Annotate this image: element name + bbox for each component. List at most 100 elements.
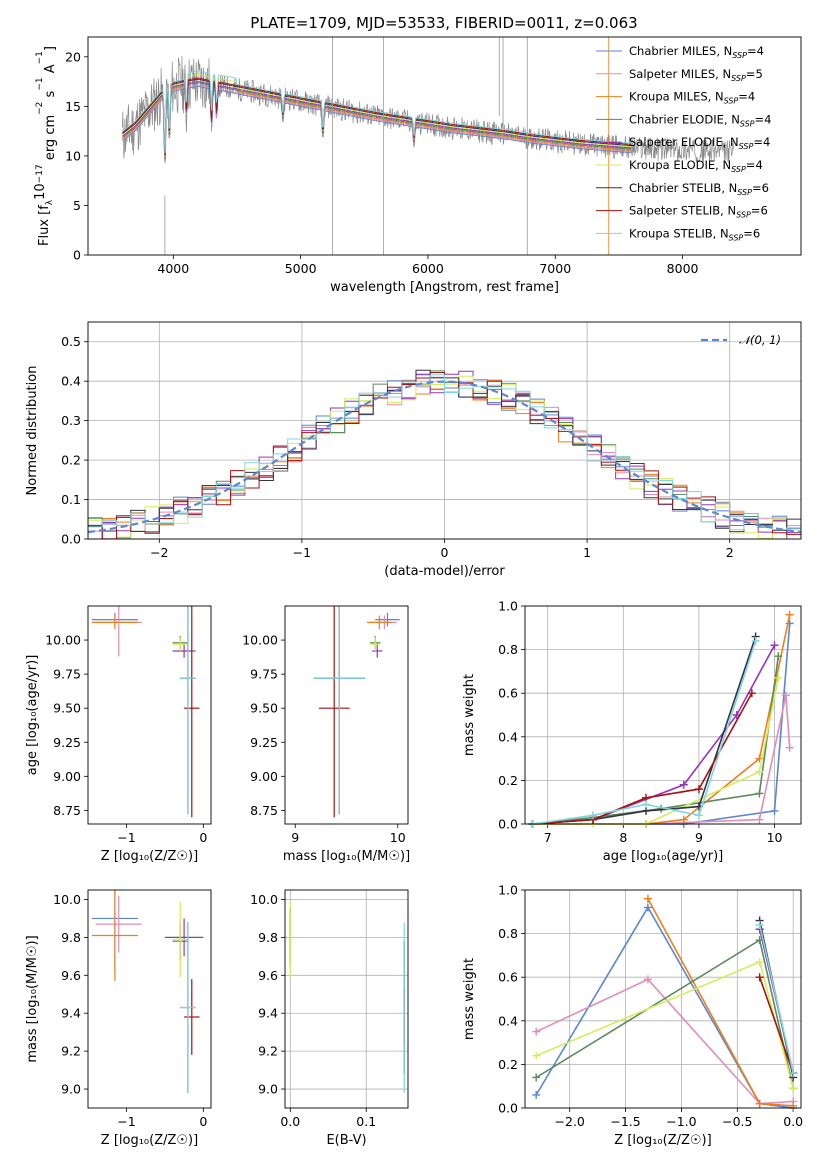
weight-marker — [751, 636, 760, 645]
legend-nssp-label: N — [715, 90, 724, 104]
weight-marker — [694, 785, 703, 794]
spectrum-model-line — [122, 70, 632, 154]
y-axis-label-part: −1 — [35, 51, 45, 64]
weight-marker — [643, 975, 652, 984]
x-axis-label: Z [log₁₀(Z/Z☉)] — [101, 849, 198, 864]
legend-entry: Salpeter MILES, NSSP=5 — [629, 67, 763, 83]
x-axis-label: wavelength [Angstrom, rest frame] — [330, 280, 559, 295]
x-tick-label: 8 — [619, 830, 627, 845]
weight-line — [532, 640, 757, 825]
x-tick-label: 0.0 — [280, 1114, 300, 1129]
histogram-step — [88, 374, 801, 539]
weight-line — [532, 677, 780, 825]
x-axis-label: Z [log₁₀(Z/Z☉)] — [101, 1133, 198, 1148]
y-tick-label: 8.75 — [250, 803, 278, 818]
weight-vs-age-panel: 7 8 9 10 0.0 0.2 0.4 0.6 0.8 1.0 age [log₁₀(age/yr… — [462, 599, 802, 864]
y-tick-label: 0.4 — [498, 729, 518, 744]
y-tick-label: 10.0 — [250, 892, 278, 907]
y-tick-label: 8.75 — [53, 803, 81, 818]
legend-nssp-label: N — [731, 112, 740, 126]
y-tick-label: 20 — [65, 49, 81, 64]
mass-vs-ebv-panel: 0.0 0.1 9.0 9.2 9.4 9.6 9.8 10.0 E(B-V) — [250, 889, 409, 1148]
legend-nssp-label: N — [720, 226, 729, 240]
legend-entry: Kroupa MILES, NSSP=4 — [629, 90, 755, 106]
weight-marker — [679, 815, 688, 824]
legend-entry: Chabrier STELIB, NSSP=6 — [629, 181, 769, 197]
y-tick-label: 9.75 — [53, 667, 81, 682]
y-axis-label-part: s — [43, 90, 58, 101]
y-tick-label: 9.25 — [53, 735, 81, 750]
legend-sep: , — [716, 44, 723, 58]
x-tick-label: 8000 — [667, 261, 699, 276]
legend-nssp-value: 6 — [753, 226, 760, 240]
legend-sep: , — [713, 226, 720, 240]
figure-title: PLATE=1709, MJD=53533, FIBERID=0011, z=0… — [250, 14, 637, 32]
y-axis-label-part: A — [43, 64, 58, 77]
legend-nssp-value: 6 — [760, 204, 767, 218]
weight-marker — [532, 1027, 541, 1036]
y-axis-label: mass weight — [462, 674, 477, 756]
x-axis-label: Z [log₁₀(Z/Z☉)] — [614, 1133, 711, 1148]
y-axis-label: age [log₁₀(age/yr)] — [25, 655, 40, 776]
weight-marker — [770, 641, 779, 650]
legend-sep: , — [715, 158, 722, 172]
legend-eq: = — [738, 90, 748, 104]
legend-nssp-value: 6 — [762, 181, 769, 195]
legend-sep: , — [723, 135, 730, 149]
weight-vs-z-panel: −2.0 −1.5 −1.0 −0.5 0.0 0.0 0.2 0.4 0.6 0.8 1.0 Z [… — [462, 883, 803, 1149]
y-tick-label: 9.4 — [61, 1006, 81, 1021]
plot-frame — [87, 889, 212, 1109]
legend-sep: , — [724, 112, 731, 126]
weight-marker — [643, 894, 652, 903]
legend-nssp-label: N — [729, 181, 738, 195]
x-tick-label: −1.0 — [666, 1114, 696, 1129]
y-tick-label: 9.4 — [258, 1006, 278, 1021]
weight-marker — [755, 767, 764, 776]
y-tick-label: 9.6 — [258, 968, 278, 983]
weight-marker — [755, 1099, 764, 1108]
y-tick-label: 0.8 — [498, 926, 518, 941]
legend-nssp-sub: SSP — [732, 51, 747, 60]
legend-name: Salpeter STELIB — [629, 204, 720, 218]
y-tick-label: 9.8 — [258, 930, 278, 945]
y-axis-label-part: λ — [45, 199, 55, 205]
y-axis-label-part: −17 — [35, 164, 45, 183]
y-tick-label: 0.1 — [61, 492, 81, 507]
legend-entry: Chabrier MILES, NSSP=4 — [629, 44, 764, 60]
weight-marker — [755, 920, 764, 929]
legend-nssp-sub: SSP — [729, 233, 744, 242]
weight-marker — [532, 1051, 541, 1060]
y-tick-label: 9.00 — [53, 769, 81, 784]
weight-marker — [755, 789, 764, 798]
x-tick-label: −2.0 — [555, 1114, 585, 1129]
weight-line — [535, 978, 794, 1105]
legend-eq: = — [746, 158, 756, 172]
legend-nssp-sub: SSP — [739, 142, 754, 151]
y-tick-label: 0.2 — [61, 453, 81, 468]
weight-marker — [532, 1073, 541, 1082]
legend-nssp-label: N — [722, 67, 731, 81]
legend-nssp-sub: SSP — [737, 188, 752, 197]
weight-marker — [679, 780, 688, 789]
x-tick-label: 0.0 — [783, 1114, 803, 1129]
y-tick-label: 1.0 — [498, 883, 518, 898]
x-tick-label: 7000 — [539, 261, 571, 276]
legend-entry: Kroupa ELODIE, NSSP=4 — [629, 158, 763, 174]
legend-name: Chabrier MILES — [629, 44, 716, 58]
legend-name: Salpeter MILES — [629, 67, 715, 81]
legend-nssp-sub: SSP — [736, 211, 751, 220]
spectrum-model-line — [122, 82, 632, 160]
weight-marker — [785, 743, 794, 752]
weight-line — [535, 905, 794, 1109]
spectrum-clip — [122, 37, 734, 255]
spectrum-model-line — [122, 85, 632, 163]
weight-marker — [785, 610, 794, 619]
weight-line — [535, 960, 794, 1089]
plot-frame — [87, 36, 802, 256]
y-axis-label-part: ] — [43, 46, 58, 51]
y-axis-label: mass [log₁₀(M/M☉)] — [25, 935, 40, 1062]
x-tick-label: 0 — [199, 830, 207, 845]
weight-line — [532, 695, 791, 825]
legend-nssp-label: N — [722, 158, 731, 172]
